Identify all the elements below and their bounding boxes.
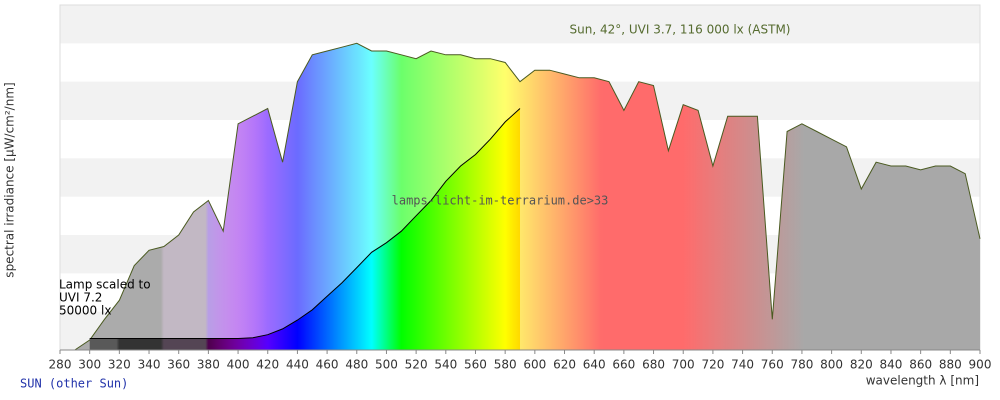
watermark: lamps-licht-im-terrarium.de>33	[392, 194, 609, 208]
x-tick-label: 680	[642, 358, 665, 372]
area-fill	[89, 108, 520, 350]
grid-band	[60, 5, 980, 44]
x-tick-label: 480	[345, 358, 368, 372]
x-tick-label: 460	[316, 358, 339, 372]
x-tick-label: 360	[167, 358, 190, 372]
x-tick-label: 420	[256, 358, 279, 372]
footer-link[interactable]: SUN (other Sun)	[20, 377, 128, 391]
sun-label: Sun, 42°, UVI 3.7, 116 000 lx (ASTM)	[570, 23, 791, 37]
x-axis-label: wavelength λ [nm]	[866, 374, 979, 388]
lamp-label: Lamp scaled to	[59, 278, 151, 292]
x-tick-label: 800	[820, 358, 843, 372]
x-tick-label: 620	[553, 358, 576, 372]
x-tick-label: 720	[701, 358, 724, 372]
x-tick-label: 640	[583, 358, 606, 372]
x-tick-label: 880	[939, 358, 962, 372]
x-tick-label: 840	[880, 358, 903, 372]
x-tick-label: 560	[464, 358, 487, 372]
x-tick-label: 520	[405, 358, 428, 372]
x-tick-label: 600	[523, 358, 546, 372]
series-line	[74, 42, 981, 351]
x-tick-label: 780	[790, 358, 813, 372]
lamp-label: UVI 7.2	[59, 291, 102, 305]
lamp-label: 50000 lx	[59, 304, 111, 318]
y-axis-label: spectral irradiance [µW/cm²/nm]	[3, 82, 17, 277]
x-tick-label: 500	[375, 358, 398, 372]
x-tick-label: 340	[138, 358, 161, 372]
x-tick-label: 580	[494, 358, 517, 372]
x-tick-label: 540	[434, 358, 457, 372]
x-tick-label: 660	[612, 358, 635, 372]
x-tick-label: 900	[969, 358, 992, 372]
x-tick-label: 700	[672, 358, 695, 372]
series-line	[89, 108, 521, 339]
x-tick-label: 320	[108, 358, 131, 372]
x-tick-label: 860	[909, 358, 932, 372]
x-tick-label: 400	[227, 358, 250, 372]
x-tick-label: 760	[761, 358, 784, 372]
x-tick-label: 740	[731, 358, 754, 372]
x-tick-label: 300	[78, 358, 101, 372]
x-tick-label: 280	[49, 358, 72, 372]
x-tick-label: 380	[197, 358, 220, 372]
x-tick-label: 820	[850, 358, 873, 372]
area-fill	[74, 43, 981, 351]
x-tick-label: 440	[286, 358, 309, 372]
